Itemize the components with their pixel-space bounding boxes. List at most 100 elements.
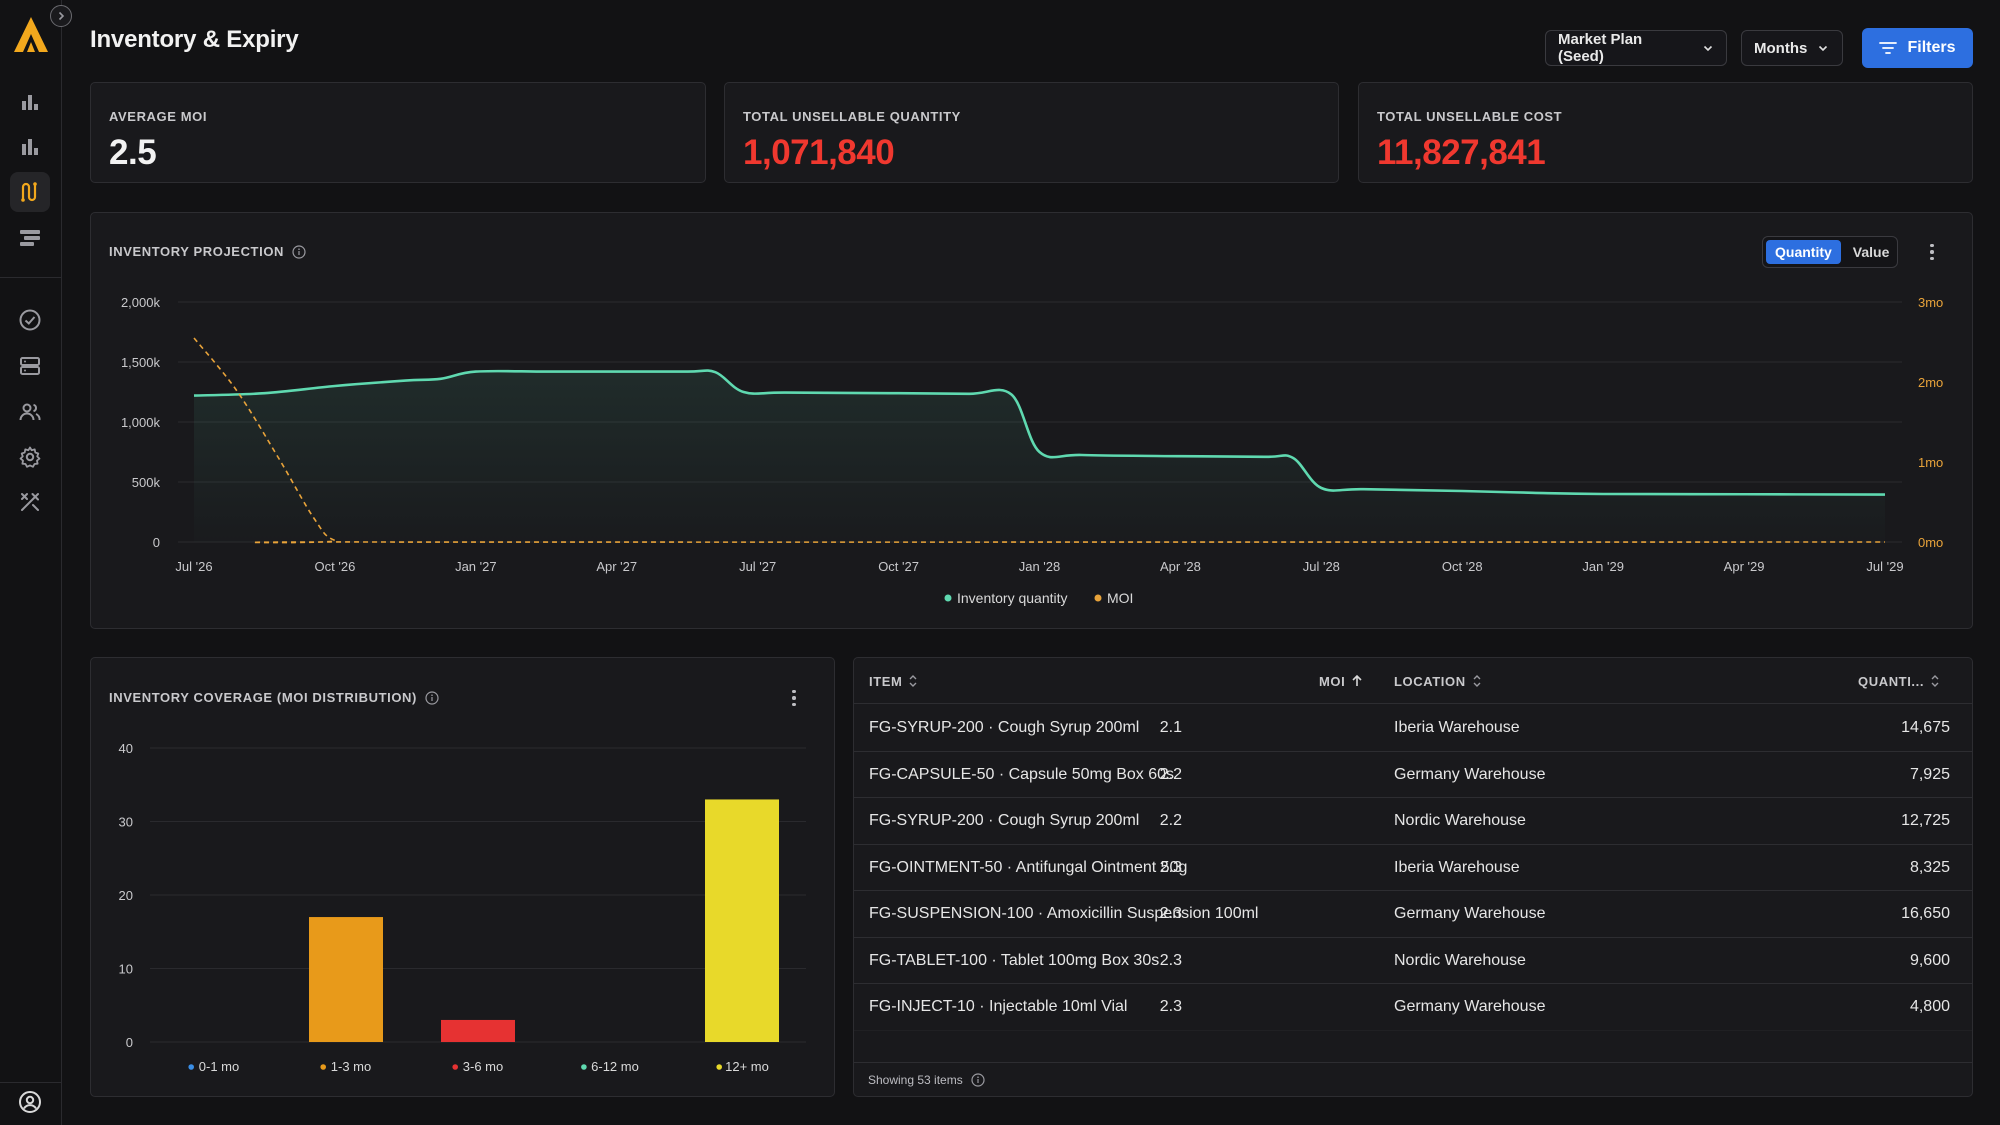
sort-icon — [1931, 675, 1939, 687]
bar-chart-icon — [22, 139, 38, 155]
nav-divider — [0, 277, 62, 278]
column-header-moi[interactable]: MOI — [1319, 658, 1363, 704]
y-tick-label: 40 — [119, 741, 133, 756]
projection-menu-button[interactable] — [1922, 240, 1942, 264]
legend-marker — [716, 1064, 722, 1070]
info-icon[interactable] — [425, 690, 439, 705]
x-tick-label: Oct '28 — [1442, 559, 1483, 574]
toggle-quantity[interactable]: Quantity — [1766, 240, 1841, 264]
cell-moi: 2.3 — [1159, 998, 1182, 1015]
nav-analytics[interactable] — [10, 127, 50, 167]
stat-value: 1,071,840 — [743, 133, 895, 172]
x-tick-label: Apr '29 — [1724, 559, 1765, 574]
gear-icon — [19, 446, 41, 468]
nav-settings[interactable] — [10, 437, 50, 477]
inventory-quantity-area — [194, 370, 1885, 542]
legend-label-moi: MOI — [1107, 590, 1133, 606]
y-tick-label: 20 — [119, 888, 133, 903]
legend-label: 12+ mo — [725, 1059, 769, 1074]
column-label: MOI — [1319, 673, 1346, 689]
filters-button[interactable]: Filters — [1862, 28, 1973, 68]
collapse-sidebar-button[interactable] — [50, 5, 72, 27]
legend-label: 1-3 mo — [331, 1059, 371, 1074]
check-circle-icon — [19, 309, 41, 331]
legend-label: 6-12 mo — [591, 1059, 639, 1074]
legend-marker-inventory-quantity — [944, 594, 952, 602]
logo-icon[interactable] — [10, 14, 52, 56]
legend-label: 0-1 mo — [199, 1059, 239, 1074]
stat-label: AVERAGE MOI — [109, 109, 208, 124]
legend-marker — [188, 1064, 194, 1070]
x-tick-label: Jul '27 — [739, 559, 776, 574]
cell-quantity: 16,650 — [1901, 905, 1950, 922]
toggle-value[interactable]: Value — [1852, 244, 1890, 260]
nav-tools[interactable] — [10, 482, 50, 522]
column-label: ITEM — [869, 673, 903, 689]
table-row[interactable]: FG-CAPSULE-50 · Capsule 50mg Box 60s 2.2 G… — [854, 752, 1972, 798]
column-label: QUANTI... — [1858, 673, 1925, 689]
cell-moi: 2.3 — [1159, 858, 1182, 876]
nav-data[interactable] — [10, 346, 50, 386]
stat-card-unsellable-cost: TOTAL UNSELLABLE COST 11,827,841 — [1358, 82, 1973, 183]
cell-location: Iberia Warehouse — [1394, 719, 1520, 736]
inventory-table: ITEM MOI LOCATION QUANTI... FG-SYRUP-200… — [853, 657, 1973, 1097]
column-header-item[interactable]: ITEM — [869, 658, 918, 704]
plan-select[interactable]: Market Plan (Seed) — [1545, 30, 1727, 66]
cell-item: FG-INJECT-10 · Injectable 10ml Vial — [869, 998, 1128, 1015]
table-row[interactable]: FG-SYRUP-200 · Cough Syrup 200ml 2.2 Nordi… — [854, 798, 1972, 845]
nav-tasks[interactable] — [10, 300, 50, 340]
cell-quantity: 7,925 — [1909, 765, 1950, 783]
chevron-down-icon — [1819, 45, 1828, 52]
table-row[interactable]: FG-OINTMENT-50 · Antifungal Ointment 50g… — [854, 845, 1972, 891]
cell-moi: 2.3 — [1159, 905, 1182, 922]
y-tick-label: 0 — [126, 1035, 133, 1050]
scroll-fade — [854, 1013, 1972, 1043]
table-row[interactable]: FG-SUSPENSION-100 · Amoxicillin Suspensi… — [854, 891, 1972, 938]
period-select[interactable]: Months — [1741, 30, 1843, 66]
table-footer: Showing 53 items — [854, 1062, 1972, 1096]
column-header-quantity[interactable]: QUANTI... — [1858, 658, 1940, 704]
server-icon — [20, 357, 40, 375]
nav-inventory[interactable] — [10, 172, 50, 212]
user-circle-icon — [19, 1091, 41, 1113]
info-icon[interactable] — [292, 244, 306, 259]
y2-tick-label: 0mo — [1918, 535, 1943, 550]
x-tick-label: Jul '28 — [1303, 559, 1340, 574]
y2-tick-label: 1mo — [1918, 455, 1943, 470]
projection-title-text: INVENTORY PROJECTION — [109, 244, 285, 259]
legend-marker — [320, 1064, 326, 1070]
table-body: FG-SYRUP-200 · Cough Syrup 200ml 2.1 Iberi… — [854, 705, 1972, 1043]
cell-item: FG-SUSPENSION-100 · Amoxicillin Suspensi… — [869, 905, 1259, 922]
cell-location: Germany Warehouse — [1394, 765, 1546, 783]
stacked-bars-icon — [20, 230, 40, 246]
x-tick-label: Oct '27 — [878, 559, 919, 574]
coverage-title-text: INVENTORY COVERAGE (MOI DISTRIBUTION) — [109, 690, 417, 705]
stat-card-unsellable-quantity: TOTAL UNSELLABLE QUANTITY 1,071,840 — [724, 82, 1339, 183]
cell-moi: 2.3 — [1159, 951, 1182, 969]
table-row[interactable]: FG-TABLET-100 · Tablet 100mg Box 30s 2.3 N… — [854, 938, 1972, 984]
route-icon — [21, 182, 37, 202]
legend-label-inventory-quantity: Inventory quantity — [957, 590, 1068, 606]
legend-marker — [581, 1064, 587, 1070]
coverage-menu-button[interactable] — [784, 686, 804, 710]
sort-ascending-icon — [1352, 674, 1362, 686]
legend-marker-moi — [1094, 594, 1102, 602]
chevron-down-icon — [1703, 45, 1713, 52]
nav-users[interactable] — [10, 392, 50, 432]
nav-profile[interactable] — [10, 1082, 50, 1122]
cell-location: Iberia Warehouse — [1394, 858, 1520, 876]
column-header-location[interactable]: LOCATION — [1394, 658, 1482, 704]
bar-1-3-mo — [309, 917, 383, 1042]
bar-chart-icon — [22, 95, 38, 110]
cell-quantity: 12,725 — [1901, 812, 1950, 829]
cell-item: FG-CAPSULE-50 · Capsule 50mg Box 60s — [869, 765, 1175, 783]
x-tick-label: Apr '27 — [596, 559, 637, 574]
table-row[interactable]: FG-SYRUP-200 · Cough Syrup 200ml 2.1 Iberi… — [854, 705, 1972, 752]
nav-planning[interactable] — [10, 218, 50, 258]
cell-quantity: 8,325 — [1909, 858, 1950, 876]
nav-dashboard[interactable] — [10, 82, 50, 122]
table-header: ITEM MOI LOCATION QUANTI... — [854, 658, 1972, 704]
y2-tick-label: 2mo — [1918, 375, 1943, 390]
inventory-projection-chart: 0 500k 1,000k 1,500k 2,000k 0mo 1mo 2mo 3mo Jul '… — [121, 295, 1943, 606]
info-icon[interactable] — [971, 1073, 985, 1087]
